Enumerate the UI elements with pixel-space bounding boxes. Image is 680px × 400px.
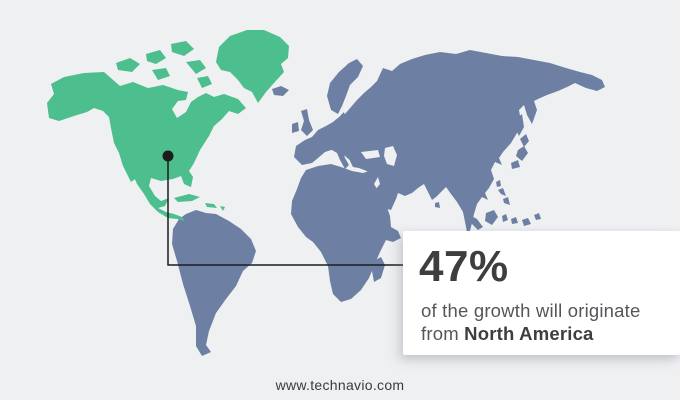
island-maluku [511, 217, 518, 224]
island-philippines-north [498, 188, 506, 196]
stat-callout-card: 47% of the growth will originate from No… [403, 231, 680, 355]
map-marker-dot [162, 150, 174, 162]
arctic-island-2 [146, 50, 166, 64]
island-iceland [272, 86, 289, 96]
stat-region-name: North America [464, 323, 594, 345]
island-cuba [174, 194, 200, 202]
island-puerto-rico [220, 206, 225, 211]
island-hispaniola [205, 203, 217, 208]
island-madagascar [372, 257, 385, 282]
island-japan-south [511, 160, 520, 169]
stat-description: of the growth will originate from North … [421, 299, 670, 346]
island-sumatra [470, 215, 483, 230]
island-new-guinea-east [534, 213, 541, 220]
region-greece [350, 155, 359, 168]
arctic-island-3 [171, 41, 194, 56]
black-sea [361, 150, 380, 159]
island-ireland [292, 122, 299, 133]
island-sulawesi [502, 214, 508, 222]
island-greenland [216, 30, 289, 103]
arctic-island-1 [116, 58, 140, 72]
continent-africa [291, 164, 401, 302]
stat-value: 47% [419, 242, 509, 291]
stat-description-line2-prefix: from [421, 323, 459, 345]
island-japan-north [520, 134, 529, 147]
arctic-island-5 [186, 60, 206, 74]
island-japan-main [516, 146, 528, 161]
island-taiwan [496, 180, 501, 187]
stat-description-line1: of the growth will originate [421, 300, 641, 322]
island-philippines-south [503, 197, 510, 205]
north-america-highlight [47, 30, 289, 221]
caspian-sea [384, 146, 397, 166]
footer-url: www.technavio.com [275, 377, 405, 393]
continent-south-america [172, 210, 256, 356]
arctic-island-6 [197, 76, 212, 88]
continent-north-america [47, 72, 246, 221]
island-borneo [485, 210, 498, 225]
continent-eurasia [294, 50, 605, 238]
callout-leader [162, 150, 403, 266]
arctic-island-4 [152, 68, 170, 80]
leader-line [167, 160, 403, 266]
island-sri-lanka [435, 202, 440, 208]
island-sakhalin [515, 114, 524, 136]
region-italy [332, 146, 349, 169]
island-new-guinea-west [522, 218, 531, 226]
island-great-britain [301, 109, 313, 136]
region-scandinavia [327, 59, 363, 114]
world-landmass [172, 50, 605, 356]
